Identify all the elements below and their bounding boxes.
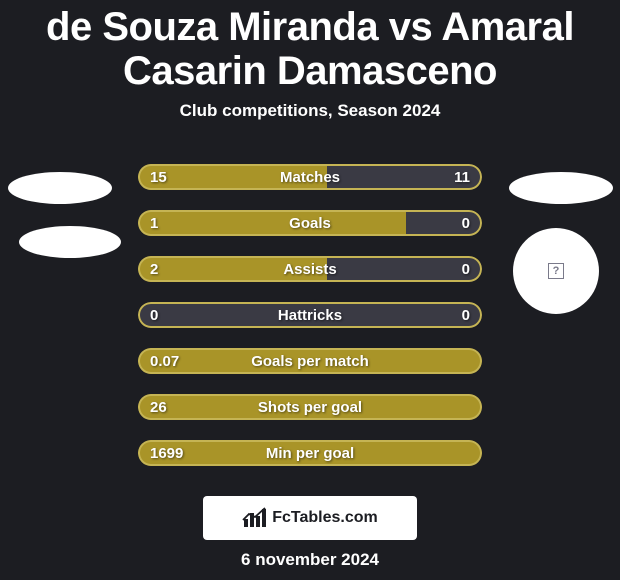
stat-row: Goals per match0.07 xyxy=(138,348,482,374)
stat-row: Hattricks0 0 xyxy=(138,302,482,328)
footer-date: 6 november 2024 xyxy=(0,550,620,570)
stat-value-left: 15 xyxy=(150,164,167,190)
stat-row: Min per goal1699 xyxy=(138,440,482,466)
stat-label: Goals per match xyxy=(138,348,482,374)
stat-label: Matches xyxy=(138,164,482,190)
stat-row: Assists2 0 xyxy=(138,256,482,282)
bar-chart-icon xyxy=(242,507,266,529)
stat-value-right: 0 xyxy=(462,256,470,282)
stat-row: Shots per goal26 xyxy=(138,394,482,420)
stat-value-right: 11 xyxy=(454,164,470,190)
comparison-chart: Matches1511Goals10Assists20Hattricks00Go… xyxy=(0,164,620,486)
stat-label: Shots per goal xyxy=(138,394,482,420)
stat-label: Assists xyxy=(138,256,482,282)
stat-label: Goals xyxy=(138,210,482,236)
stat-value-left: 26 xyxy=(150,394,167,420)
brand-logo: FcTables.com xyxy=(203,496,417,540)
stat-value-left: 0 xyxy=(150,302,158,328)
stat-value-left: 2 xyxy=(150,256,158,282)
stat-label: Min per goal xyxy=(138,440,482,466)
stat-label: Hattricks xyxy=(138,302,482,328)
brand-text: FcTables.com xyxy=(272,509,378,527)
stat-value-right: 0 xyxy=(462,210,470,236)
page-title: de Souza Miranda vs Amaral Casarin Damas… xyxy=(0,0,620,93)
stat-row: Goals1 0 xyxy=(138,210,482,236)
stat-value-left: 0.07 xyxy=(150,348,179,374)
page-subtitle: Club competitions, Season 2024 xyxy=(0,101,620,121)
stat-value-left: 1699 xyxy=(150,440,183,466)
stat-row: Matches15 11 xyxy=(138,164,482,190)
stat-value-right: 0 xyxy=(462,302,470,328)
stat-value-left: 1 xyxy=(150,210,158,236)
